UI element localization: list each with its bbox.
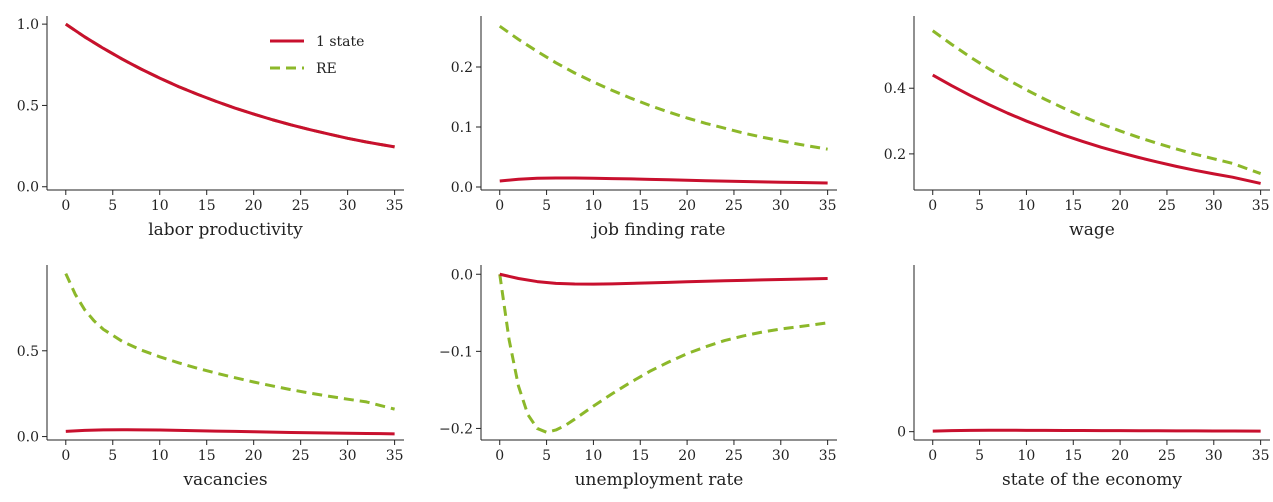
x-tick-label: 35 xyxy=(1252,198,1270,214)
chart-panel-1: 0 5 10 15 20 25 30 35 0.0 0.5 1.0 labor productivit… xyxy=(17,16,404,240)
x-tick-label: 10 xyxy=(1018,198,1036,214)
series-line-re xyxy=(64,272,395,411)
chart-panel-2: 0 5 10 15 20 25 30 35 0.0 0.1 0.2 job finding rate xyxy=(451,16,837,240)
series-line-1-state xyxy=(499,272,828,286)
y-tick-label: 0 xyxy=(897,425,906,441)
series-line-1-state xyxy=(499,176,828,185)
series-line-re xyxy=(931,29,1262,175)
x-tick-label: 25 xyxy=(292,198,310,214)
x-tick-label: 5 xyxy=(542,448,551,464)
series-line-1-state xyxy=(932,428,1261,433)
x-tick-label: 20 xyxy=(678,198,696,214)
y-tick-label: 0.2 xyxy=(451,60,473,76)
legend: 1 state RE xyxy=(270,34,364,77)
x-axis-label: labor productivity xyxy=(148,220,303,240)
y-tick-label: 0.5 xyxy=(17,98,39,114)
x-tick-label: 25 xyxy=(1158,198,1176,214)
x-tick-label: 35 xyxy=(386,198,404,214)
x-tick-label: 20 xyxy=(245,198,263,214)
y-tick-label: −0.2 xyxy=(439,421,473,437)
x-tick-label: 0 xyxy=(495,198,504,214)
x-tick-label: 0 xyxy=(61,448,70,464)
x-tick-label: 30 xyxy=(1205,198,1223,214)
x-tick-label: 15 xyxy=(631,448,649,464)
x-tick-label: 5 xyxy=(975,198,984,214)
chart-panel-3: 0 5 10 15 20 25 30 35 0.2 0.4 wage xyxy=(884,16,1270,240)
x-tick-label: 10 xyxy=(151,198,169,214)
series-line-re xyxy=(498,274,828,434)
legend-label: 1 state xyxy=(316,34,364,50)
x-tick-label: 10 xyxy=(585,448,603,464)
y-tick-label: 0.0 xyxy=(451,267,473,283)
x-tick-label: 5 xyxy=(542,198,551,214)
x-axis-label: vacancies xyxy=(182,470,267,490)
series-line-re xyxy=(498,24,828,151)
x-tick-label: 10 xyxy=(585,198,603,214)
x-tick-label: 35 xyxy=(819,448,837,464)
x-tick-label: 35 xyxy=(386,448,404,464)
y-tick-label: 0.0 xyxy=(17,180,39,196)
x-axis-label: job finding rate xyxy=(591,220,726,240)
chart-panel-4: 0 5 10 15 20 25 30 35 0.0 0.5 vacancies xyxy=(17,265,404,490)
x-tick-label: 5 xyxy=(108,448,117,464)
x-axis-label: wage xyxy=(1069,220,1115,240)
x-axis-label: state of the economy xyxy=(1002,470,1182,490)
x-tick-label: 30 xyxy=(772,448,790,464)
series-line-1-state xyxy=(65,428,395,436)
y-tick-label: 1.0 xyxy=(17,17,39,33)
x-tick-label: 0 xyxy=(61,198,70,214)
x-tick-label: 10 xyxy=(151,448,169,464)
x-tick-label: 30 xyxy=(772,198,790,214)
x-tick-label: 25 xyxy=(292,448,310,464)
x-tick-label: 0 xyxy=(495,448,504,464)
y-tick-label: 0.0 xyxy=(17,430,39,446)
x-tick-label: 10 xyxy=(1018,448,1036,464)
x-tick-label: 25 xyxy=(1158,448,1176,464)
legend-label: RE xyxy=(316,61,337,77)
x-axis-label: unemployment rate xyxy=(575,470,744,490)
chart-panel-5: 0 5 10 15 20 25 30 35 −0.2 −0.1 0.0 unemployment ra… xyxy=(439,265,837,490)
x-tick-label: 15 xyxy=(1064,198,1082,214)
chart-panel-6: 0 5 10 15 20 25 30 35 0 state of the economy xyxy=(897,265,1270,490)
x-tick-label: 15 xyxy=(198,198,216,214)
x-tick-label: 15 xyxy=(1064,448,1082,464)
x-tick-label: 35 xyxy=(819,198,837,214)
x-tick-label: 25 xyxy=(725,198,743,214)
x-tick-label: 20 xyxy=(245,448,263,464)
x-tick-label: 20 xyxy=(1111,448,1129,464)
y-tick-label: 0.4 xyxy=(884,81,906,97)
y-tick-label: 0.1 xyxy=(451,120,473,136)
x-tick-label: 15 xyxy=(631,198,649,214)
series-line-1-state xyxy=(932,73,1261,185)
y-tick-label: 0.0 xyxy=(451,180,473,196)
x-tick-label: 0 xyxy=(928,448,937,464)
x-tick-label: 0 xyxy=(928,198,937,214)
y-tick-label: −0.1 xyxy=(439,344,473,360)
x-tick-label: 5 xyxy=(975,448,984,464)
x-tick-label: 30 xyxy=(339,448,357,464)
x-tick-label: 5 xyxy=(108,198,117,214)
series-line-1-state xyxy=(64,22,395,149)
x-tick-label: 20 xyxy=(1111,198,1129,214)
y-tick-label: 0.5 xyxy=(17,344,39,360)
x-tick-label: 30 xyxy=(1205,448,1223,464)
y-tick-label: 0.2 xyxy=(884,147,906,163)
x-tick-label: 35 xyxy=(1252,448,1270,464)
x-tick-label: 15 xyxy=(198,448,216,464)
x-tick-label: 30 xyxy=(339,198,357,214)
x-tick-label: 25 xyxy=(725,448,743,464)
x-tick-label: 20 xyxy=(678,448,696,464)
